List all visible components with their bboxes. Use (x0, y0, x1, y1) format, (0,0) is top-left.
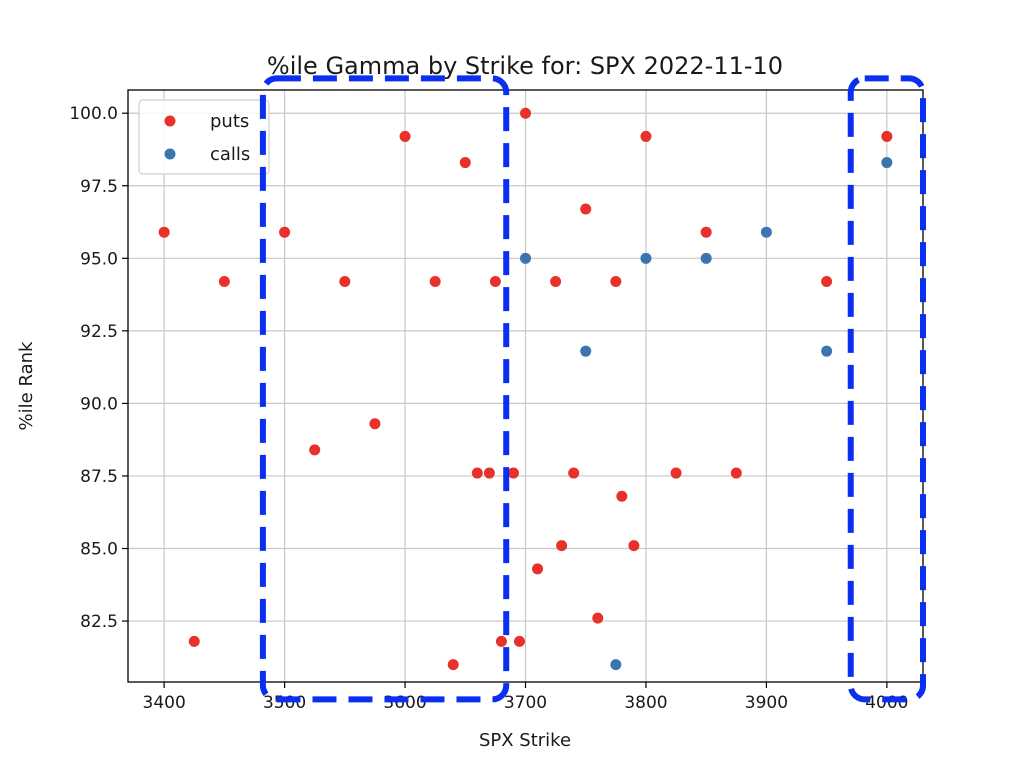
puts-point (218, 276, 230, 288)
x-tick-label: 4000 (865, 693, 908, 713)
highlight-boxes (259, 75, 927, 703)
x-tick-label: 3700 (504, 693, 547, 713)
puts-point (158, 226, 170, 238)
puts-point (513, 635, 525, 647)
puts-point (628, 540, 640, 552)
puts-point (568, 467, 580, 479)
x-axis-label: SPX Strike (479, 730, 571, 751)
y-tick-label: 85.0 (80, 540, 118, 560)
puts-point (507, 467, 519, 479)
puts-point (369, 418, 381, 430)
puts-point (399, 130, 411, 142)
puts-point (881, 130, 893, 142)
puts-point (730, 467, 742, 479)
puts-point (309, 444, 321, 456)
puts-point (550, 276, 562, 288)
calls-point (580, 345, 592, 357)
puts-point (471, 467, 483, 479)
puts-point (640, 130, 652, 142)
puts-point (339, 276, 351, 288)
puts-point (459, 157, 471, 169)
calls-point (881, 157, 893, 169)
puts-point (610, 276, 622, 288)
puts-point (483, 467, 495, 479)
y-tick-label: 90.0 (80, 394, 118, 414)
puts-point (188, 635, 200, 647)
y-tick-label: 95.0 (80, 249, 118, 269)
calls-point (821, 345, 833, 357)
legend: puts calls (138, 99, 270, 175)
y-axis-label: %ile Rank (16, 341, 37, 430)
puts-point (700, 226, 712, 238)
y-tick-label: 87.5 (80, 467, 118, 487)
puts-point (580, 203, 592, 215)
puts-point (670, 467, 682, 479)
x-tick-label: 3400 (143, 693, 186, 713)
puts-point (592, 612, 604, 624)
puts-point (429, 276, 441, 288)
puts-point (821, 276, 833, 288)
puts-point (520, 107, 531, 119)
grid (128, 90, 923, 682)
y-tick-label: 92.5 (80, 322, 118, 342)
y-tick-label: 82.5 (80, 612, 118, 632)
x-tick-label: 3900 (745, 693, 788, 713)
puts-point (616, 490, 628, 502)
chart-title: %ile Gamma by Strike for: SPX 2022-11-10 (267, 52, 783, 80)
x-tick-label: 3800 (624, 693, 667, 713)
calls-point (610, 659, 622, 671)
data-points (158, 107, 893, 671)
puts-point (532, 563, 544, 575)
puts-point (495, 635, 507, 647)
calls-point (520, 252, 531, 264)
axis-ticks: 3400 3500 3600 3700 3800 3900 4000 82.5 85.0 87.5… (69, 104, 908, 713)
calls-point (640, 252, 652, 264)
calls-point (700, 252, 712, 264)
x-tick-label: 3500 (263, 693, 306, 713)
puts-point (489, 276, 501, 288)
calls-point (760, 226, 772, 238)
highlight-box-1 (259, 75, 510, 703)
y-tick-label: 100.0 (69, 104, 118, 124)
highlight-box-2 (847, 75, 927, 703)
x-tick-label: 3600 (383, 693, 426, 713)
puts-point (447, 659, 459, 671)
puts-point (279, 226, 291, 238)
puts-point (556, 540, 568, 552)
legend-label-puts: puts (210, 111, 249, 132)
y-tick-label: 97.5 (80, 177, 118, 197)
legend-marker-puts (164, 115, 176, 127)
legend-label-calls: calls (210, 144, 250, 165)
legend-marker-calls (164, 148, 176, 160)
